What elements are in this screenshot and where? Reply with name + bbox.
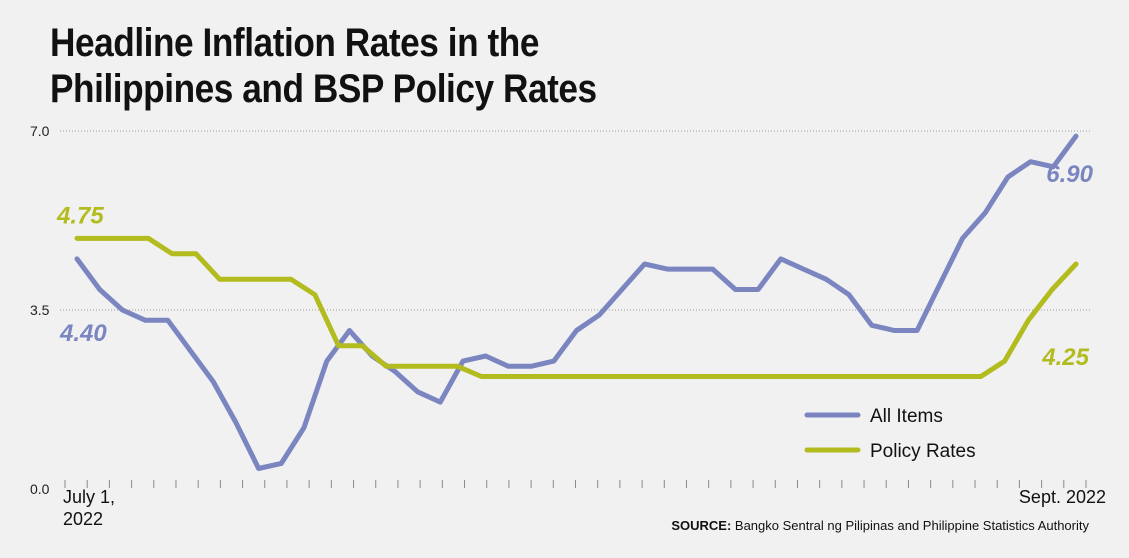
policy-rate-start-label: 4.75 bbox=[56, 202, 104, 229]
x-axis-labels: July 1, 2022 Sept. 2022 bbox=[63, 487, 1106, 529]
source-text: Bangko Sentral ng Pilipinas and Philippi… bbox=[731, 518, 1089, 533]
legend-label: Policy Rates bbox=[870, 441, 976, 462]
policy-rate-end-label: 4.25 bbox=[1041, 344, 1089, 371]
y-tick-label: 3.5 bbox=[30, 302, 50, 318]
all-items-start-label: 4.40 bbox=[59, 320, 107, 347]
legend-label: All Items bbox=[870, 406, 943, 427]
legend: All Items Policy Rates bbox=[804, 406, 976, 462]
y-tick-labels: 0.0 3.5 7.0 bbox=[30, 123, 50, 497]
x-axis-ticks bbox=[64, 480, 1087, 488]
series-lines bbox=[74, 133, 1079, 471]
all-items-end-label: 6.90 bbox=[1046, 161, 1093, 188]
source-label: SOURCE: bbox=[671, 518, 732, 533]
series-line-all-items bbox=[74, 133, 1079, 471]
y-tick-label: 7.0 bbox=[30, 123, 50, 139]
series-line-policy-rates bbox=[74, 235, 1079, 379]
value-labels: 4.40 6.90 4.75 4.25 bbox=[56, 161, 1094, 371]
grid-lines bbox=[60, 130, 1090, 311]
chart-title: Headline Inflation Rates in the Philippi… bbox=[50, 21, 597, 111]
x-end-label: Sept. 2022 bbox=[1019, 487, 1106, 507]
source-note: SOURCE: Bangko Sentral ng Pilipinas and … bbox=[671, 518, 1089, 533]
x-start-label: July 1, 2022 bbox=[63, 487, 115, 529]
y-tick-label: 0.0 bbox=[30, 481, 50, 497]
